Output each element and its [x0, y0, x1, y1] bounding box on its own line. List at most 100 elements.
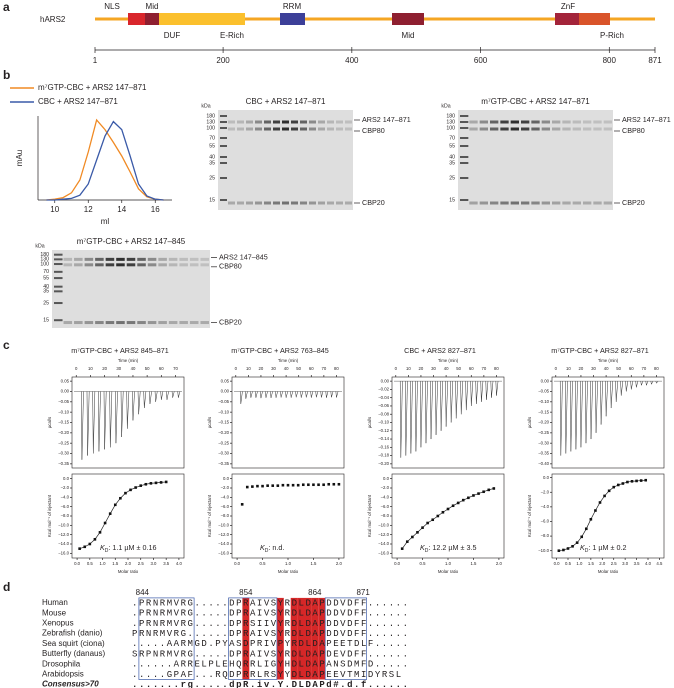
conserved-column [290, 597, 298, 680]
y-tick-label: −0.15 [218, 420, 229, 425]
kd-symbol: K [100, 543, 106, 552]
residue-number: 844 [136, 588, 150, 597]
injection-peak [154, 391, 158, 402]
injection-peak [166, 391, 169, 400]
time-tick-label: 20 [419, 366, 424, 371]
plot-frame [231, 376, 345, 469]
isotherm-point [580, 535, 584, 539]
species-name: Butterfly (danaus) [42, 649, 105, 658]
time-tick-label: 60 [629, 366, 634, 371]
injection-peak [475, 381, 479, 404]
isotherm-point [301, 483, 305, 487]
y-tick-label: 0.0 [383, 476, 390, 481]
y-tick-label: −2.0 [381, 485, 390, 490]
x-axis-label: Molar ratio [598, 569, 619, 574]
gel-band [147, 321, 157, 325]
domain-label: P-Rich [600, 31, 624, 40]
sequence: .....GPAF...RQDPRRLRSYYDLDAPEEVTMIDYRSL [132, 670, 401, 680]
kd-value: KD: 1 µM ± 0.2 [580, 543, 626, 554]
time-tick-label: 50 [296, 366, 301, 371]
gel-band [54, 263, 63, 266]
kd-symbol: K [580, 543, 586, 552]
injection-peak [239, 391, 243, 404]
marker-label: 25 [449, 175, 455, 181]
gel-band [105, 263, 115, 267]
injection-peak [320, 391, 324, 398]
gel-band [228, 127, 235, 131]
isotherm-point [78, 547, 81, 550]
time-tick-label: 80 [654, 366, 659, 371]
scale-label: 800 [603, 56, 617, 65]
y-tick-label: −0.20 [58, 430, 69, 435]
gel-band [336, 120, 343, 124]
injection-peak [635, 381, 639, 388]
gel-band [583, 201, 592, 205]
gel-band [593, 120, 602, 124]
y-tick-label: 0.05 [61, 378, 70, 383]
gel-unit: kDa [201, 103, 210, 109]
gel-title: CBC + ARS2 147–871 [246, 97, 326, 106]
domain-label: Mid [146, 2, 159, 11]
time-tick-label: 70 [481, 366, 486, 371]
isotherm-point [566, 547, 570, 550]
x-tick-label: 0.0 [394, 561, 401, 566]
isotherm-point [446, 507, 450, 511]
gel-band [200, 321, 209, 325]
y-tick-label: −0.40 [538, 461, 549, 466]
marker-label: 25 [43, 300, 49, 306]
gel-band [189, 263, 199, 267]
gel-band [460, 137, 469, 139]
isotherm-point [467, 496, 470, 500]
gel-band [583, 127, 592, 131]
gel-band [318, 120, 325, 124]
gel-band [345, 120, 352, 124]
injection-peak [109, 391, 113, 448]
isotherm-point [461, 498, 465, 502]
marker-label: 40 [43, 284, 49, 290]
gel-band [158, 321, 167, 325]
injection-peak [86, 391, 90, 456]
marker-label: 55 [43, 275, 49, 281]
isotherm-point [327, 482, 331, 486]
injection-peak [420, 381, 423, 448]
injection-peak [570, 381, 573, 452]
gel-band [490, 201, 499, 205]
gel-band [593, 127, 602, 131]
species-name: Human [42, 598, 68, 607]
isotherm-point [286, 483, 290, 487]
species-name: Sea squirt (ciona) [42, 639, 105, 648]
isotherm-point [149, 482, 153, 485]
gel-band [63, 321, 73, 325]
isotherm-point [612, 485, 616, 489]
isotherm-point [83, 545, 87, 549]
time-label: Time (min) [278, 358, 299, 363]
injection-peak [290, 391, 293, 398]
x-tick-label: 3.0 [150, 561, 157, 566]
similar-block [228, 597, 278, 680]
injection-peak [310, 391, 314, 398]
similar-block [324, 597, 367, 680]
gel-band [460, 145, 469, 147]
band-label: ARS2 147–871 [362, 115, 411, 124]
time-tick-label: 50 [616, 366, 621, 371]
gel-band [246, 201, 253, 205]
gel-band [246, 120, 253, 124]
injection-peak [330, 391, 334, 398]
x-tick-label: 0.0 [74, 561, 81, 566]
gel-band [147, 263, 157, 267]
time-label: Time (min) [438, 358, 459, 363]
injection-peak [480, 381, 484, 402]
x-tick-label: 1.0 [445, 561, 452, 566]
sequence: .PRNRMVRG.....DPRAIVSYRDLDAPDDVDFF...... [132, 609, 408, 619]
y-tick-label: −8.0 [61, 513, 70, 518]
time-tick-label: 70 [173, 366, 178, 371]
gel-band [460, 162, 469, 164]
injection-peak [640, 381, 644, 387]
domain-label: Mid [402, 31, 415, 40]
gel-band [189, 257, 199, 261]
y-tick-label: −0.06 [378, 403, 389, 408]
gel-band [220, 145, 227, 147]
marker-label: 100 [206, 125, 215, 131]
panel-label: a [3, 0, 10, 14]
isotherm-point [589, 517, 593, 521]
